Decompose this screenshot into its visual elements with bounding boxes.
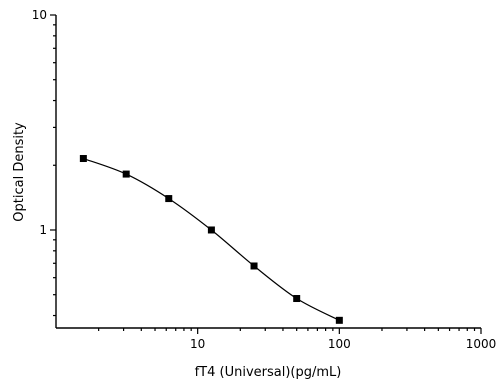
axis-ticks — [50, 14, 482, 334]
tick-labels: 10 100 1000 1 10 — [32, 8, 497, 351]
data-points — [79, 155, 343, 324]
x-axis-label: fT4 (Universal)(pg/mL) — [195, 365, 342, 380]
y-tick-label: 1 — [39, 223, 47, 237]
fit-curve — [83, 157, 340, 321]
data-point — [335, 316, 343, 324]
data-point — [79, 155, 87, 163]
x-tick-label: 1000 — [466, 337, 497, 351]
data-point — [250, 262, 258, 270]
data-point — [207, 226, 215, 234]
data-point — [122, 170, 130, 178]
x-tick-label: 10 — [190, 337, 205, 351]
y-axis-label: Optical Density — [12, 122, 27, 222]
data-point — [165, 195, 173, 203]
y-tick-label: 10 — [32, 8, 47, 22]
data-point — [293, 295, 301, 303]
x-tick-label: 100 — [328, 337, 351, 351]
